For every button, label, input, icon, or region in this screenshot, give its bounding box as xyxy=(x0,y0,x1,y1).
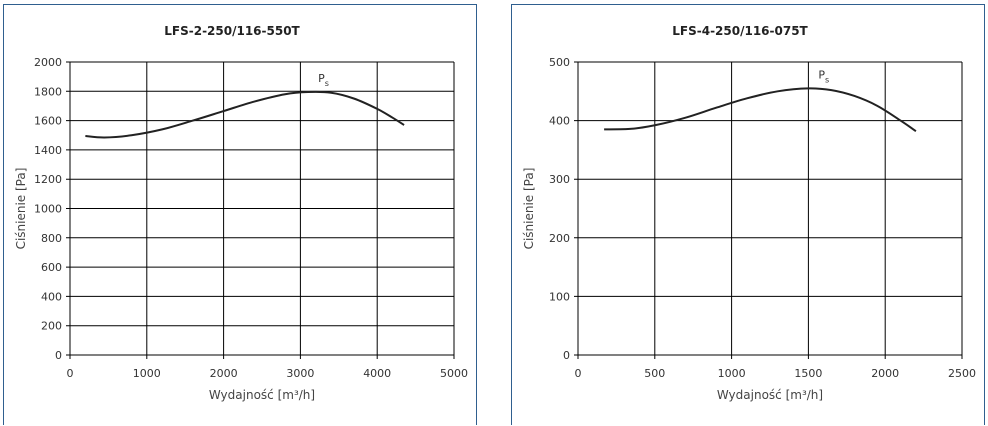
x-tick-label: 1000 xyxy=(718,367,746,380)
y-tick-label: 400 xyxy=(41,290,62,303)
x-tick-label: 2000 xyxy=(871,367,899,380)
x-tick-label: 0 xyxy=(67,367,74,380)
y-tick-label: 200 xyxy=(41,320,62,333)
chart-panel-1: LFS-2-250/116-550T 0 1000 2000 3000 4000 5000 0… xyxy=(3,4,477,425)
y-tick-label: 300 xyxy=(549,173,570,186)
chart-title: LFS-4-250/116-075T xyxy=(672,24,808,38)
pressure-chart-1: LFS-2-250/116-550T 0 1000 2000 3000 4000 5000 0… xyxy=(14,24,468,402)
y-axis-label: Ciśnienie [Pa] xyxy=(14,168,28,250)
x-axis-label: Wydajność [m³/h] xyxy=(209,388,315,402)
y-tick-label: 800 xyxy=(41,232,62,245)
series-line-ps xyxy=(604,87,917,132)
x-tick-label: 0 xyxy=(575,367,582,380)
y-tick-label: 1200 xyxy=(34,173,62,186)
y-tick-label: 600 xyxy=(41,261,62,274)
pressure-chart-2: LFS-4-250/116-075T 0 500 1000 1500 2000 2500 0 1… xyxy=(522,24,976,402)
series-label-ps: Ps xyxy=(318,72,329,88)
x-tick-label: 1500 xyxy=(794,367,822,380)
y-tick-label: 100 xyxy=(549,290,570,303)
y-tick-label: 0 xyxy=(55,349,62,362)
y-tick-label: 500 xyxy=(549,56,570,69)
y-tick-label: 200 xyxy=(549,232,570,245)
y-tick-label: 1000 xyxy=(34,203,62,216)
x-tick-label: 5000 xyxy=(440,367,468,380)
y-tick-label: 1400 xyxy=(34,144,62,157)
x-tick-label: 4000 xyxy=(363,367,391,380)
chart-title: LFS-2-250/116-550T xyxy=(164,24,300,38)
x-tick-label: 500 xyxy=(644,367,665,380)
x-tick-label: 2500 xyxy=(948,367,976,380)
y-axis-label: Ciśnienie [Pa] xyxy=(522,168,536,250)
chart-panel-2: LFS-4-250/116-075T 0 500 1000 1500 2000 2500 0 1… xyxy=(511,4,985,425)
series-line-ps xyxy=(85,90,405,139)
series-label-ps: Ps xyxy=(818,68,829,84)
x-axis-label: Wydajność [m³/h] xyxy=(717,388,823,402)
y-tick-label: 400 xyxy=(549,115,570,128)
y-tick-label: 1800 xyxy=(34,85,62,98)
y-tick-label: 1600 xyxy=(34,115,62,128)
y-tick-label: 2000 xyxy=(34,56,62,69)
x-tick-label: 3000 xyxy=(286,367,314,380)
x-tick-label: 2000 xyxy=(210,367,238,380)
y-tick-label: 0 xyxy=(563,349,570,362)
x-tick-label: 1000 xyxy=(133,367,161,380)
